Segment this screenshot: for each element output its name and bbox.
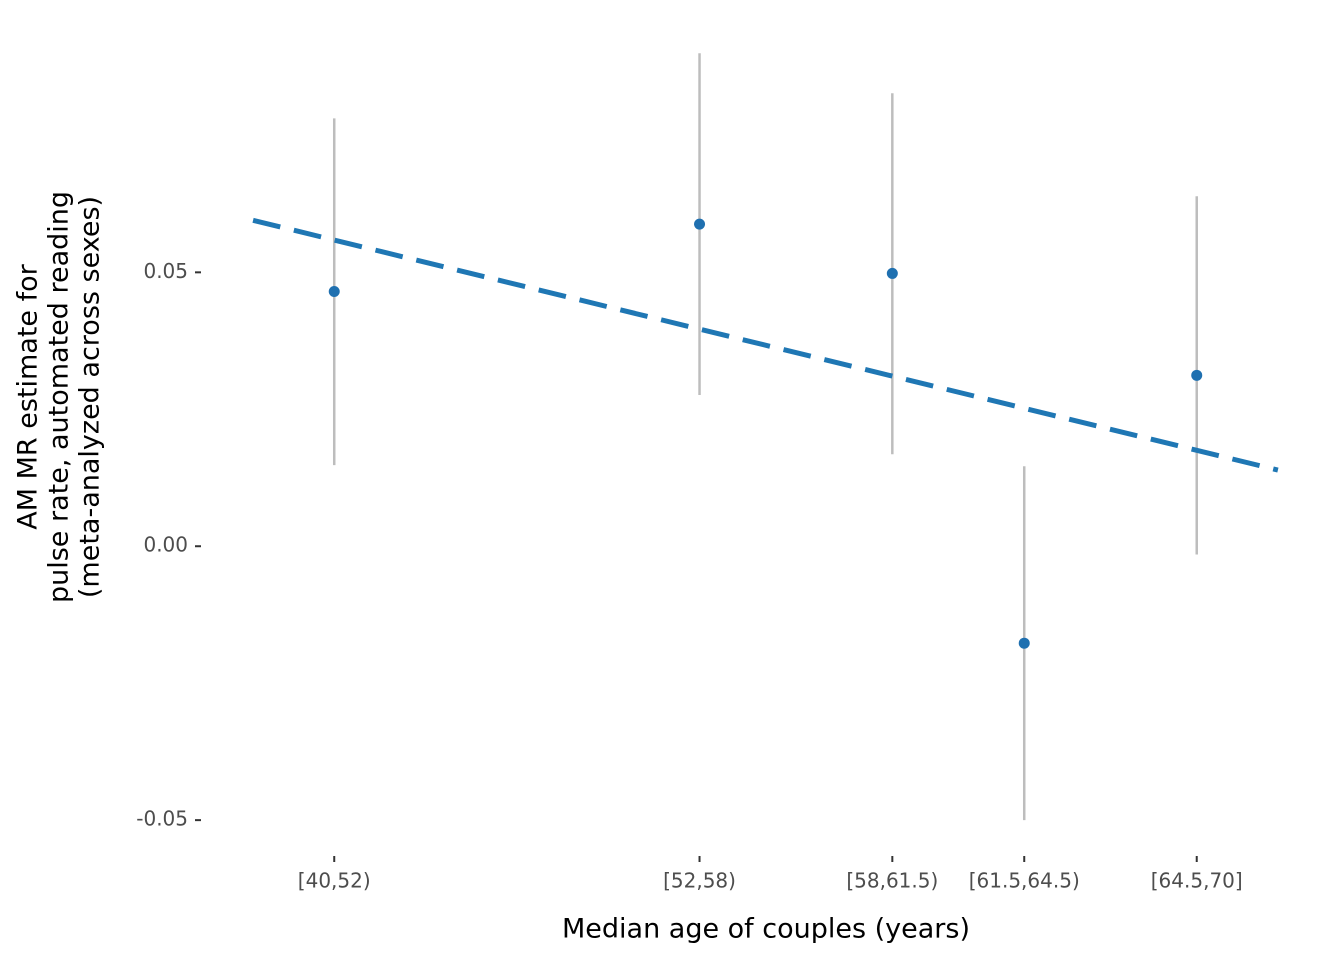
point (694, 218, 706, 230)
x-tick-label: [61.5,64.5) (969, 869, 1080, 893)
y-axis-label: AM MR estimate for pulse rate, automated… (13, 191, 106, 603)
x-tick-label: [64.5,70] (1151, 869, 1243, 893)
y-tick-label: -0.05 (136, 807, 188, 831)
y-axis-label-line: AM MR estimate for (13, 263, 44, 529)
x-tick-label: [40,52) (298, 869, 371, 893)
point (328, 286, 340, 298)
y-tick-label: 0.05 (143, 259, 188, 283)
point (1018, 637, 1030, 649)
x-tick-label: [58,61.5) (846, 869, 938, 893)
trend-line (252, 217, 1279, 473)
y-tick-label: 0.00 (143, 533, 188, 557)
y-axis-label-line: pulse rate, automated reading (44, 191, 75, 603)
x-axis-label: Median age of couples (years) (562, 914, 970, 945)
y-axis-label-line: (meta-analyzed across sexes) (75, 196, 106, 598)
point (1191, 369, 1203, 381)
x-tick-label: [52,58) (663, 869, 736, 893)
point (886, 267, 898, 279)
